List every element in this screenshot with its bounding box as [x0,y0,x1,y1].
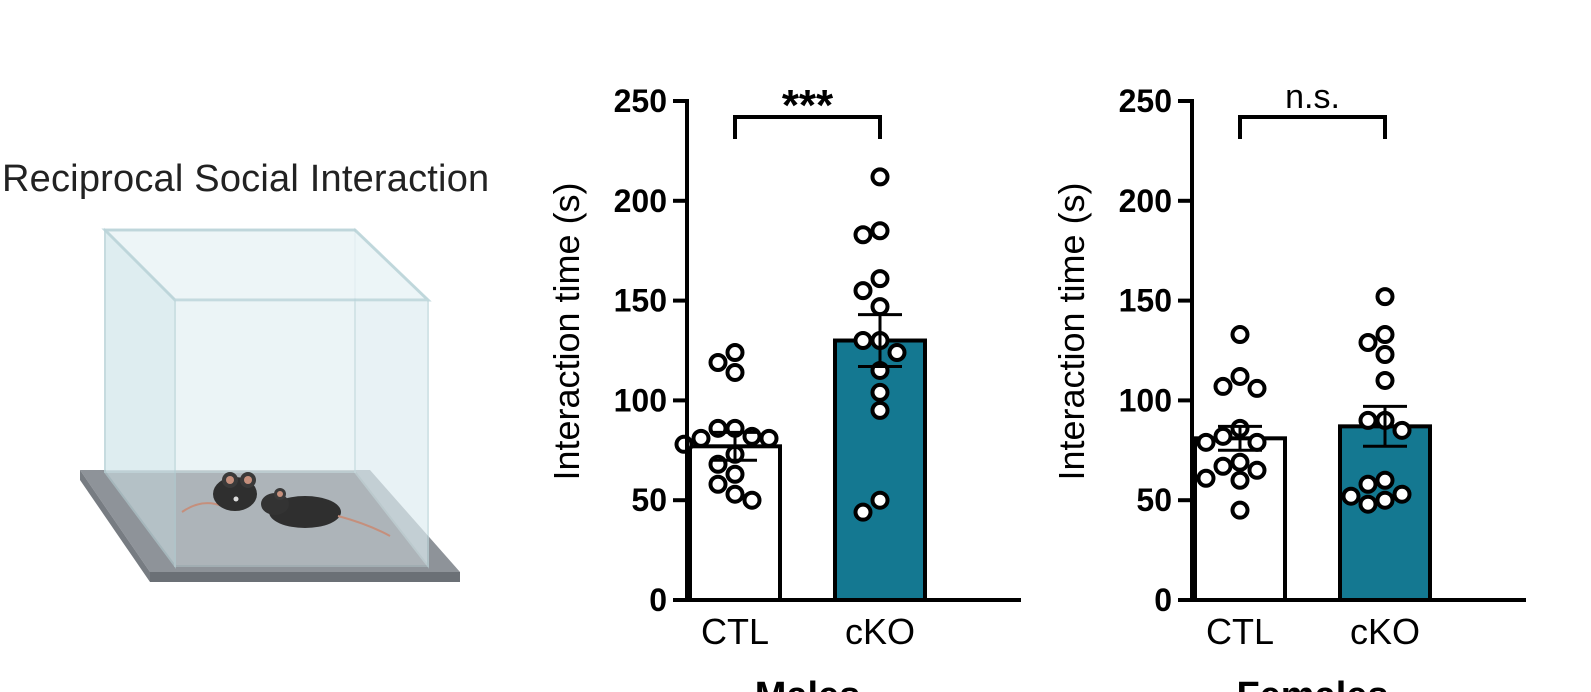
data-point [887,342,907,362]
mouse-social-arena-illustration [70,220,470,595]
data-point [1375,325,1395,345]
data-point [853,225,873,245]
data-point [1230,452,1250,472]
y-tick-label: 150 [614,283,667,319]
data-point [870,221,890,241]
data-point [1196,468,1216,488]
y-tick-label: 200 [614,183,667,219]
y-tick-label: 100 [614,382,667,418]
data-point [853,331,873,351]
data-point [674,434,694,454]
data-point [1230,470,1250,490]
data-point [759,428,779,448]
data-point [1196,432,1216,452]
data-point [1375,490,1395,510]
data-point [708,474,728,494]
y-tick-label: 150 [1119,283,1172,319]
data-point [742,490,762,510]
y-tick-label: 50 [631,482,667,518]
y-tick-label: 50 [1136,482,1172,518]
x-tick-label: CTL [1206,611,1274,652]
data-point [708,352,728,372]
data-point [853,281,873,301]
data-point [870,400,890,420]
data-point [725,362,745,382]
data-point [1213,376,1233,396]
data-point [1358,410,1378,430]
figure-title: Reciprocal Social Interaction [2,158,490,200]
y-axis-label: Interaction time (s) [1051,182,1092,480]
data-point [870,490,890,510]
data-point [725,342,745,362]
group-label: Females [1236,675,1388,692]
data-point [1230,366,1250,386]
y-tick-label: 200 [1119,183,1172,219]
data-point [1230,325,1250,345]
chart-males: 0 50 100 150 200 250 CTL cKO Interaction time (s… [545,60,1065,692]
data-point [1213,456,1233,476]
data-point [1375,287,1395,307]
data-point [725,484,745,504]
data-point [691,428,711,448]
bar-cko [1338,424,1432,602]
x-tick-label: cKO [845,611,915,652]
data-point [870,382,890,402]
y-axis-label: Interaction time (s) [546,182,587,480]
data-point [1213,426,1233,446]
data-point [870,297,890,317]
y-tick-label: 100 [1119,382,1172,418]
significance-label: n.s. [1285,78,1340,116]
significance-bracket [1238,115,1387,139]
data-point [1230,500,1250,520]
y-tick-label: 0 [1154,582,1172,618]
data-point [1247,432,1267,452]
chart-females: 0 50 100 150 200 250 CTL cKO Interaction time (s… [1050,60,1570,692]
data-point [1392,484,1412,504]
y-tick-label: 0 [649,582,667,618]
data-point [1358,494,1378,514]
significance-label: *** [782,81,834,130]
y-tick-label: 250 [1119,83,1172,119]
data-point [870,167,890,187]
data-point [1247,460,1267,480]
x-tick-label: cKO [1350,611,1420,652]
data-point [1341,486,1361,506]
data-point [1358,333,1378,353]
x-tick-label: CTL [701,611,769,652]
data-point [1375,370,1395,390]
data-point [1375,344,1395,364]
data-point [870,269,890,289]
y-tick-label: 250 [614,83,667,119]
data-point [1392,420,1412,440]
data-point [853,502,873,522]
data-point [725,464,745,484]
data-point [1358,474,1378,494]
group-label: Males [755,675,861,692]
data-point [1247,378,1267,398]
significance-bracket [733,115,882,139]
data-point [1375,470,1395,490]
